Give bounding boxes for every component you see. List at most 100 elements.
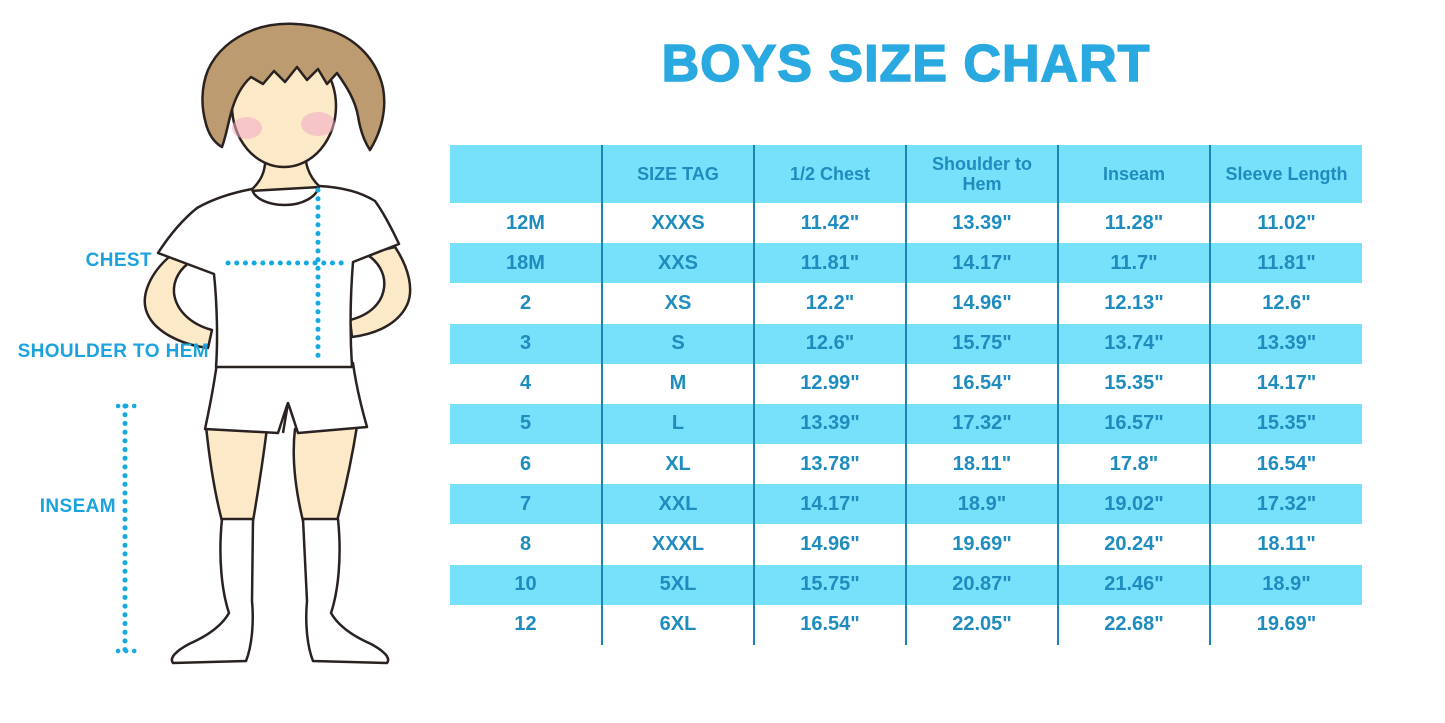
col-header-shoulder-to-hem: Shoulder to Hem — [905, 145, 1058, 203]
col-header-sleeve-length: Sleeve Length — [1209, 145, 1362, 203]
measurement-cell: XXL — [601, 484, 754, 525]
measurement-cell: 12.6" — [753, 323, 906, 364]
size-cell: 4 — [450, 363, 602, 404]
measurement-cell: 22.68" — [1057, 604, 1210, 645]
size-cell: 12 — [450, 604, 602, 645]
measurement-cell: 14.17" — [905, 243, 1058, 284]
size-cell: 2 — [450, 283, 602, 324]
table-row: 12M XXXS 11.42" 13.39" 11.28" 11.02" — [450, 203, 1362, 244]
table-row: 5 L 13.39" 17.32" 16.57" 15.35" — [450, 403, 1362, 445]
measurement-cell: 11.81" — [1209, 243, 1362, 284]
measurement-cell: 14.96" — [905, 283, 1058, 324]
measurement-cell: 13.78" — [753, 444, 906, 485]
measurement-cell: XL — [601, 444, 754, 485]
col-header-half-chest: 1/2 Chest — [753, 145, 906, 203]
header-row: SIZE TAG 1/2 Chest Shoulder to Hem Insea… — [450, 145, 1362, 203]
size-cell: 5 — [450, 403, 602, 445]
boy-left-arm — [143, 255, 214, 350]
table-row: 2 XS 12.2" 14.96" 12.13" 12.6" — [450, 283, 1362, 324]
measurement-cell: 16.54" — [1209, 444, 1362, 485]
measurement-cell: 19.02" — [1057, 484, 1210, 525]
col-header-size — [450, 145, 602, 203]
measurement-cell: 15.35" — [1209, 403, 1362, 445]
measurement-cell: 14.96" — [753, 524, 906, 565]
measurement-cell: 12.6" — [1209, 283, 1362, 324]
measurement-cell: 13.39" — [753, 403, 906, 445]
measurement-cell: XS — [601, 283, 754, 324]
col-header-size-tag: SIZE TAG — [601, 145, 754, 203]
measurement-cell: 13.39" — [905, 203, 1058, 244]
measurement-cell: 12.13" — [1057, 283, 1210, 324]
measurement-cell: 6XL — [601, 604, 754, 645]
measurement-cell: 12.2" — [753, 283, 906, 324]
inseam-label: INSEAM — [39, 496, 116, 517]
size-cell: 18M — [450, 243, 602, 284]
boy-left-knee — [204, 424, 269, 523]
boy-figure-illustration — [115, 22, 412, 665]
measurement-cell: 18.9" — [1209, 564, 1362, 605]
measurement-cell: 19.69" — [1209, 604, 1362, 645]
measurement-cell: 11.28" — [1057, 203, 1210, 244]
table-row: 3 S 12.6" 15.75" 13.74" 13.39" — [450, 323, 1362, 364]
boy-right-arm — [348, 245, 412, 339]
measurement-cell: L — [601, 403, 754, 445]
boy-blush-left — [232, 117, 262, 139]
size-table: SIZE TAG 1/2 Chest Shoulder to Hem Insea… — [450, 145, 1362, 645]
measurement-cell: 12.99" — [753, 363, 906, 404]
measurement-cell: 11.81" — [753, 243, 906, 284]
size-cell: 3 — [450, 323, 602, 364]
table-row: 4 M 12.99" 16.54" 15.35" 14.17" — [450, 363, 1362, 404]
table-row: 8 XXXL 14.96" 19.69" 20.24" 18.11" — [450, 524, 1362, 565]
page-title: BOYS SIZE CHART — [661, 34, 1151, 94]
col-header-inseam: Inseam — [1057, 145, 1210, 203]
size-cell: 12M — [450, 203, 602, 244]
measurement-cell: 18.11" — [1209, 524, 1362, 565]
measurement-cell: 16.54" — [905, 363, 1058, 404]
measurement-cell: 11.7" — [1057, 243, 1210, 284]
measurement-cell: S — [601, 323, 754, 364]
boy-shorts-split — [281, 402, 290, 434]
measurement-cell: 11.42" — [753, 203, 906, 244]
measurement-cell: 19.69" — [905, 524, 1058, 565]
table-row: 10 5XL 15.75" 20.87" 21.46" 18.9" — [450, 564, 1362, 605]
size-cell: 10 — [450, 564, 602, 605]
measurement-cell: 14.17" — [753, 484, 906, 525]
chest-label: CHEST — [85, 250, 152, 271]
measurement-cell: 15.35" — [1057, 363, 1210, 404]
size-cell: 8 — [450, 524, 602, 565]
measurement-cell: 14.17" — [1209, 363, 1362, 404]
measurement-cell: 18.9" — [905, 484, 1058, 525]
boy-tshirt — [156, 184, 401, 369]
measurement-cell: 20.24" — [1057, 524, 1210, 565]
measurement-cell: 20.87" — [905, 564, 1058, 605]
boy-blush-right — [301, 112, 335, 136]
measurement-cell: 16.54" — [753, 604, 906, 645]
measurement-cell: 13.39" — [1209, 323, 1362, 364]
measurement-cell: 22.05" — [905, 604, 1058, 645]
measurement-cell: 16.57" — [1057, 403, 1210, 445]
measurement-cell: XXXS — [601, 203, 754, 244]
measurement-cell: 17.8" — [1057, 444, 1210, 485]
boy-right-knee — [292, 424, 359, 523]
size-cell: 7 — [450, 484, 602, 525]
table-body: 12M XXXS 11.42" 13.39" 11.28" 11.02" 18M XXS 11.… — [450, 203, 1362, 645]
measurement-cell: 18.11" — [905, 444, 1058, 485]
measurement-cell: 17.32" — [905, 403, 1058, 445]
measurement-cell: 5XL — [601, 564, 754, 605]
measurement-cell: 15.75" — [753, 564, 906, 605]
measurement-cell: 11.02" — [1209, 203, 1362, 244]
measurement-cell: 15.75" — [905, 323, 1058, 364]
size-cell: 6 — [450, 444, 602, 485]
measurement-cell: M — [601, 363, 754, 404]
table-row: 12 6XL 16.54" 22.05" 22.68" 19.69" — [450, 604, 1362, 645]
table-row: 7 XXL 14.17" 18.9" 19.02" 17.32" — [450, 484, 1362, 525]
measurement-cell: 17.32" — [1209, 484, 1362, 525]
shoulder-to-hem-label: SHOULDER TO HEM — [17, 341, 209, 362]
table-row: 6 XL 13.78" 18.11" 17.8" 16.54" — [450, 444, 1362, 485]
measurement-cell: 21.46" — [1057, 564, 1210, 605]
measurement-cell: XXS — [601, 243, 754, 284]
table-row: 18M XXS 11.81" 14.17" 11.7" 11.81" — [450, 243, 1362, 284]
measurement-cell: XXXL — [601, 524, 754, 565]
boy-left-sock — [170, 517, 255, 665]
